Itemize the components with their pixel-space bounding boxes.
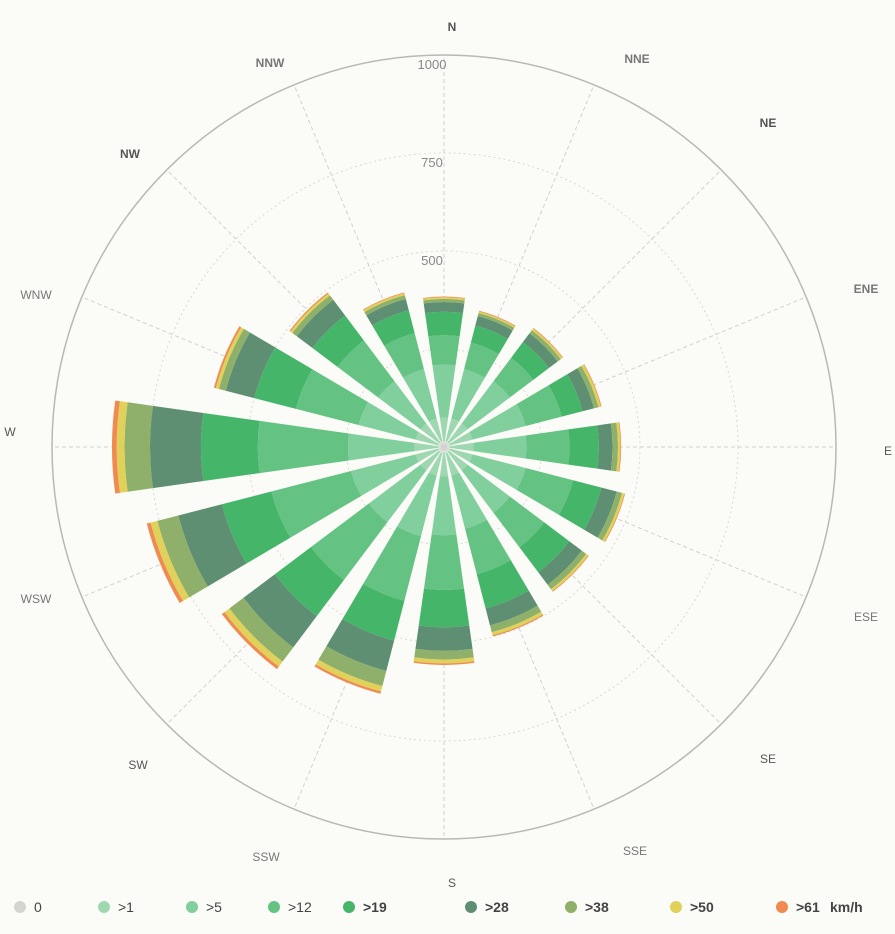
direction-label-sw: SW xyxy=(128,758,148,772)
wind-bars xyxy=(112,293,625,694)
legend-label-5: >28 xyxy=(485,899,509,915)
bar-E-4 xyxy=(568,425,599,468)
legend-label-2: >5 xyxy=(206,899,222,915)
legend-swatch-0 xyxy=(14,901,26,913)
bar-W-3 xyxy=(258,421,349,473)
radial-tick-500: 500 xyxy=(421,253,443,268)
radial-tick-labels: 500 750 1000 xyxy=(418,57,447,268)
legend-swatch-8 xyxy=(776,901,788,913)
bar-E-5 xyxy=(597,423,612,470)
direction-label-se: SE xyxy=(760,752,776,766)
legend-label-3: >12 xyxy=(288,899,312,915)
legend-swatch-2 xyxy=(186,901,198,913)
direction-label-w: W xyxy=(4,425,16,439)
direction-label-ese: ESE xyxy=(854,610,878,624)
direction-label-ne: NE xyxy=(760,116,777,130)
direction-label-wnw: WNW xyxy=(20,288,52,302)
legend: 0 >1 >5 >12 >19 >28 >38 >50 >61 km/h xyxy=(14,899,863,915)
direction-label-ene: ENE xyxy=(854,282,879,296)
bar-S-3 xyxy=(424,534,464,590)
direction-label-nne: NNE xyxy=(624,52,649,66)
bar-N-3 xyxy=(428,335,459,365)
bar-N-2 xyxy=(432,365,455,418)
bar-S-4 xyxy=(419,589,470,628)
legend-label-6: >38 xyxy=(585,899,609,915)
bar-S-2 xyxy=(432,476,457,535)
bar-E-3 xyxy=(526,429,570,464)
bar-W-6 xyxy=(125,402,153,491)
direction-label-ssw: SSW xyxy=(252,850,280,864)
bar-W-4 xyxy=(201,413,260,481)
direction-label-e: E xyxy=(884,444,892,458)
legend-swatch-4 xyxy=(343,901,355,913)
radial-tick-750: 750 xyxy=(421,155,443,170)
bar-W-5 xyxy=(150,406,203,488)
legend-label-4: >19 xyxy=(363,899,387,915)
legend-unit: km/h xyxy=(830,899,863,915)
legend-label-1: >1 xyxy=(118,899,134,915)
legend-label-8: >61 xyxy=(796,899,820,915)
direction-label-nnw: NNW xyxy=(256,56,285,70)
direction-label-n: N xyxy=(448,20,457,34)
legend-swatch-1 xyxy=(98,901,110,913)
legend-swatch-6 xyxy=(565,901,577,913)
direction-label-s: S xyxy=(448,876,456,890)
legend-swatch-5 xyxy=(465,901,477,913)
bar-E-2 xyxy=(473,435,526,458)
legend-swatch-7 xyxy=(670,901,682,913)
bar-S-5 xyxy=(415,626,472,651)
direction-label-wsw: WSW xyxy=(21,592,52,606)
radial-tick-1000: 1000 xyxy=(418,57,447,72)
direction-label-sse: SSE xyxy=(623,844,647,858)
bar-W-2 xyxy=(348,434,415,461)
legend-swatch-3 xyxy=(268,901,280,913)
direction-label-nw: NW xyxy=(120,147,141,161)
bar-N-5 xyxy=(424,302,465,313)
bar-N-4 xyxy=(425,312,463,337)
legend-label-0: 0 xyxy=(34,899,42,915)
legend-label-7: >50 xyxy=(690,899,714,915)
